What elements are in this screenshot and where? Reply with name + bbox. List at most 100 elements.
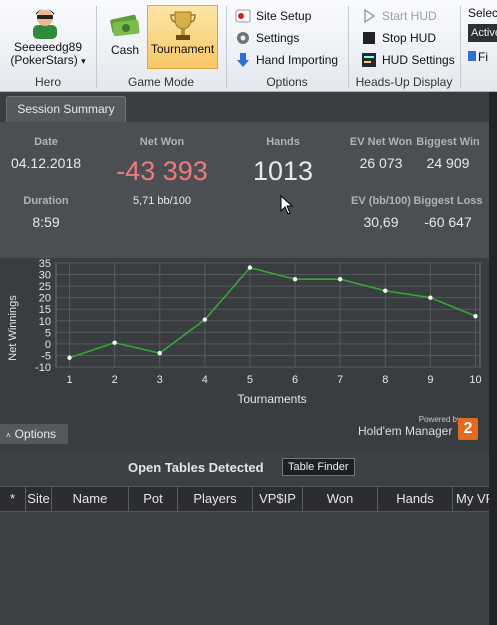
x-tick-labels: 1 2 3 4 5 6 7 8 9 10 — [66, 374, 481, 386]
hero-avatar-icon[interactable] — [31, 5, 59, 39]
x-tick-label: 10 — [469, 374, 481, 386]
series-points — [67, 265, 478, 360]
hero-name-label: Seeeeedg89 — [13, 40, 83, 54]
hero-group-label: Hero — [34, 75, 61, 89]
column-header-my-vpip[interactable]: My VP — [456, 491, 489, 506]
biggest-loss-value: -60 647 — [424, 214, 472, 230]
y-tick-label: 25 — [39, 281, 51, 293]
hero-group: Seeeeedg89 (PokerStars) ▾ Hero — [0, 0, 96, 92]
date-label: Date — [34, 136, 58, 148]
x-tick-label: 1 — [66, 374, 72, 386]
hud-settings-label: HUD Settings — [382, 53, 455, 67]
column-header-name[interactable]: Name — [52, 487, 129, 511]
hand-importing-button[interactable]: Hand Importing — [235, 50, 338, 70]
chart-grid — [56, 262, 480, 368]
y-tick-label: -10 — [35, 362, 51, 374]
ribbon-toolbar: Seeeeedg89 (PokerStars) ▾ Hero Cash T — [0, 0, 497, 92]
column-header-vpip[interactable]: VP$IP — [253, 487, 303, 511]
tournament-button[interactable]: Tournament — [147, 5, 218, 69]
fi-label: Fi — [478, 50, 488, 64]
hands-value: 1013 — [252, 156, 314, 186]
ev-net-won-value: 26 073 — [359, 155, 403, 171]
biggest-loss-label: Biggest Loss — [413, 195, 483, 207]
right-scroll-strip — [489, 92, 497, 625]
options-label: Options — [14, 427, 57, 441]
column-header-star[interactable]: * — [0, 487, 26, 511]
game-mode-group-label: Game Mode — [127, 75, 195, 89]
active-dropdown[interactable]: Active — [468, 24, 497, 42]
select-label: Select — [468, 6, 497, 20]
tournament-label: Tournament — [150, 42, 215, 56]
y-tick-label: 0 — [45, 339, 51, 351]
date-value: 04.12.2018 — [10, 155, 82, 171]
table-finder-button[interactable]: Table Finder — [282, 458, 355, 476]
site-setup-button[interactable]: Site Setup — [235, 6, 311, 26]
series-line — [69, 266, 476, 359]
trophy-icon — [169, 11, 196, 40]
hands-label: Hands — [266, 136, 300, 148]
hud-settings-button[interactable]: HUD Settings — [361, 50, 455, 70]
column-header-won[interactable]: Won — [303, 487, 378, 511]
data-point — [202, 317, 208, 322]
x-tick-label: 7 — [337, 374, 343, 386]
game-mode-group: Cash Tournament Game Mode — [97, 0, 225, 92]
hero-site-label: (PokerStars) — [10, 53, 78, 67]
fi-button[interactable]: Fi — [468, 50, 488, 64]
open-tables-title: Open Tables Detected — [128, 460, 264, 475]
net-won-bb-value: 5,71 bb/100 — [132, 195, 192, 207]
x-tick-label: 8 — [382, 374, 388, 386]
net-won-label: Net Won — [139, 136, 185, 148]
duration-value: 8:59 — [32, 214, 60, 230]
settings-button[interactable]: Settings — [235, 28, 299, 48]
data-point — [67, 355, 72, 360]
column-header-players[interactable]: Players — [178, 487, 253, 511]
plot-background — [55, 262, 481, 368]
x-axis-label: Tournaments — [237, 392, 306, 406]
data-point — [157, 350, 162, 356]
ribbon-divider — [96, 6, 97, 88]
hm2-logo-icon: 2 — [458, 418, 478, 440]
data-point — [292, 276, 298, 282]
column-header-hands[interactable]: Hands — [378, 487, 453, 511]
ev-net-won-label: EV Net Won — [349, 136, 413, 148]
cash-icon — [110, 14, 140, 37]
ev-bb-label: EV (bb/100) — [351, 195, 411, 207]
y-tick-label: 10 — [39, 316, 51, 328]
data-point — [112, 340, 117, 345]
fi-icon — [468, 51, 476, 61]
y-axis-label: Net Winnings — [7, 295, 19, 361]
options-toggle[interactable]: ˄ Options — [0, 424, 68, 444]
hand-importing-label: Hand Importing — [256, 53, 339, 67]
settings-label: Settings — [256, 31, 300, 45]
x-tick-label: 6 — [292, 374, 298, 386]
data-point — [247, 265, 253, 270]
y-tick-label: -5 — [41, 350, 51, 362]
tab-session-summary[interactable]: Session Summary — [6, 96, 126, 122]
open-tables-header: * Site Name Pot Players VP$IP Won Hands … — [0, 486, 489, 512]
data-point — [428, 295, 433, 300]
net-won-value: -43 393 — [116, 156, 208, 186]
ribbon-divider — [348, 6, 349, 88]
x-tick-label: 5 — [247, 374, 253, 386]
hud-settings-icon — [362, 53, 376, 67]
site-setup-label: Site Setup — [256, 9, 312, 23]
ev-bb-value: 30,69 — [363, 214, 399, 230]
hero-selector[interactable]: Seeeeedg89 (PokerStars) ▾ — [0, 41, 96, 68]
stop-icon — [363, 32, 375, 44]
chevron-up-icon: ˄ — [6, 431, 11, 440]
ribbon-divider — [460, 6, 461, 88]
cash-button[interactable]: Cash — [105, 5, 145, 69]
column-header-pot[interactable]: Pot — [129, 487, 178, 511]
stop-hud-button[interactable]: Stop HUD — [361, 28, 436, 48]
options-group-label: Options — [266, 75, 308, 89]
mouse-cursor-icon — [280, 195, 294, 215]
data-point — [383, 288, 388, 293]
biggest-win-value: 24 909 — [426, 155, 470, 171]
biggest-win-label: Biggest Win — [416, 136, 480, 148]
data-point — [473, 313, 478, 319]
column-header-site[interactable]: Site — [26, 487, 52, 511]
start-hud-button[interactable]: Start HUD — [361, 6, 437, 26]
y-tick-label: 20 — [39, 293, 51, 305]
